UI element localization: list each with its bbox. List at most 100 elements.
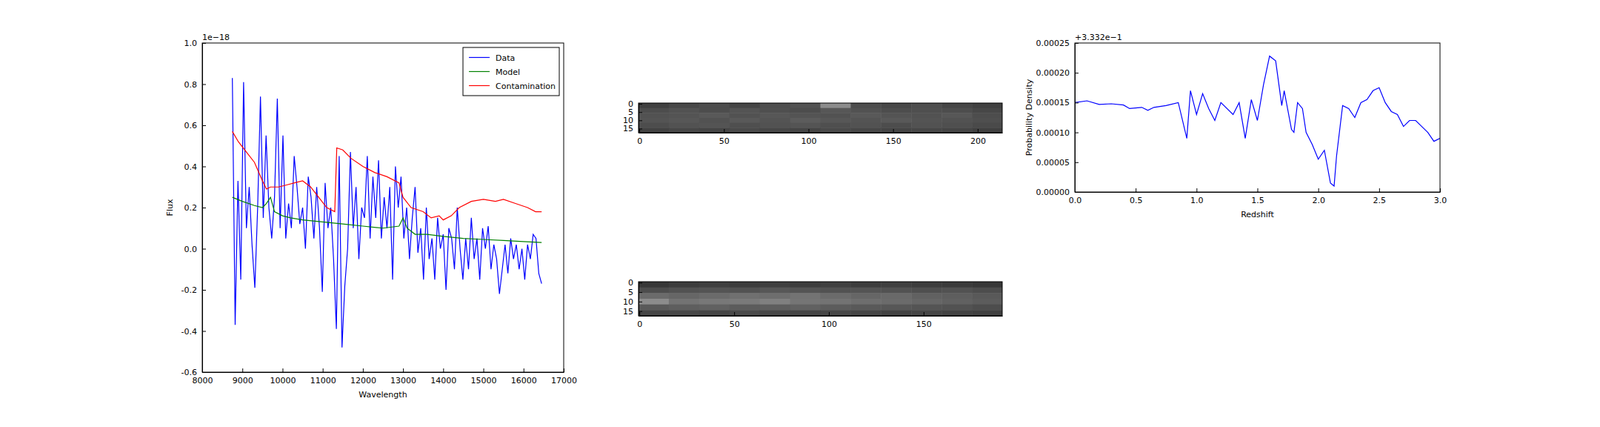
tick: 0.0 (184, 244, 207, 255)
tick-mark (1257, 188, 1259, 192)
tick-mark (923, 311, 925, 316)
heat-cell (699, 304, 730, 311)
tick-label: 0 (637, 136, 643, 146)
heat-cell (820, 309, 852, 316)
tick-label: 0.00010 (1036, 128, 1071, 138)
heat-cell (971, 309, 1003, 316)
tick: 1.5 (1251, 188, 1265, 206)
heat-cell (850, 112, 881, 118)
tick-label: 10000 (269, 375, 296, 386)
heat-cell (729, 117, 760, 123)
tick-label: -0.2 (181, 285, 198, 295)
tick-mark (282, 368, 283, 372)
tick-mark (639, 311, 640, 316)
tick-mark (483, 368, 485, 372)
y-axis-title: Flux (165, 198, 175, 216)
tick-mark (977, 128, 979, 133)
heat-cell (790, 292, 821, 299)
heat-cell (911, 112, 942, 118)
heat-cell (941, 112, 972, 118)
tick-mark (563, 368, 565, 372)
heat-cell (820, 108, 852, 114)
y-axis: 0.000000.000050.000100.000150.000200.000… (1036, 38, 1080, 198)
legend-entry: Data (495, 53, 515, 63)
series-line (1074, 56, 1440, 186)
tick: -0.2 (181, 285, 206, 295)
heat-cell (880, 117, 912, 123)
tick-label: 11000 (310, 375, 337, 386)
tick-mark (1074, 102, 1079, 103)
heat-cell (668, 112, 700, 118)
heat-cell (850, 117, 881, 123)
heat-cell (941, 102, 972, 109)
axis-line (639, 132, 1003, 134)
tick: 12000 (350, 368, 377, 386)
tick: 0.00015 (1036, 97, 1080, 108)
offset-label: 1e−18 (202, 32, 230, 43)
heat-cell (941, 108, 972, 114)
heat-cell (638, 102, 669, 109)
heat-cell (911, 298, 942, 305)
heat-cell (699, 127, 730, 133)
axis-line (202, 371, 565, 373)
heat-cell (941, 281, 972, 288)
tick-label: 100 (801, 136, 818, 146)
axis-line (639, 315, 1003, 317)
heat-cell (638, 127, 669, 133)
heat-cell (941, 304, 972, 311)
tick-mark (402, 368, 404, 372)
axis-line (1074, 43, 1076, 193)
tick-mark (202, 289, 206, 291)
tick-mark (1074, 42, 1079, 44)
tick: 2.5 (1373, 188, 1387, 206)
tick: 0 (637, 311, 643, 329)
tick: 50 (719, 128, 730, 146)
plot-frame (638, 102, 1003, 133)
tick-mark (638, 301, 643, 303)
heat-cell (941, 309, 972, 316)
heat-cell (880, 287, 912, 294)
tick: 0.00000 (1036, 187, 1080, 198)
heat-cell (971, 108, 1003, 114)
heat-cell (850, 304, 881, 311)
tick-mark (1196, 188, 1198, 192)
tick: 0.8 (184, 80, 207, 90)
heat-cell (699, 292, 730, 299)
heat-cell (699, 102, 730, 109)
tick-mark (1074, 162, 1079, 163)
offset-label: +3.332e−1 (1074, 32, 1123, 43)
heat-cell (850, 298, 881, 305)
tick-label: 0.00015 (1036, 97, 1071, 108)
tick-label: 0 (628, 277, 634, 288)
heat-cell (911, 102, 942, 109)
tick-label: 2.0 (1311, 195, 1326, 206)
heat-cell (880, 102, 912, 109)
heat-cell (760, 122, 791, 129)
heat-cell (790, 309, 821, 316)
heat-cell (911, 117, 942, 123)
heat-cell (790, 298, 821, 305)
heat-cell (790, 112, 821, 118)
heat-cell (850, 281, 881, 288)
x-axis: 050100150200 (637, 128, 1003, 146)
heat-cell (820, 281, 852, 288)
x-axis: 050100150 (637, 311, 1003, 329)
tick-label: 12000 (350, 375, 377, 386)
tick: 11000 (310, 368, 337, 386)
tick-mark (322, 368, 324, 372)
tick: 15000 (471, 368, 498, 386)
tick-label: 0.5 (1129, 195, 1143, 206)
tick-label: 0 (637, 319, 643, 329)
heat-cell (911, 127, 942, 133)
heat-cell (638, 108, 669, 114)
heat-cell (729, 298, 760, 305)
heat-cell (760, 287, 791, 294)
heat-cell (790, 127, 821, 133)
tick-mark (202, 166, 206, 168)
heat-cell (850, 309, 881, 316)
figure: 8000900010000110001200013000140001500016… (0, 0, 1600, 427)
tick-mark (1074, 132, 1079, 134)
tick-mark (1440, 188, 1441, 192)
heat-cell (971, 102, 1003, 109)
heat-cell (729, 108, 760, 114)
